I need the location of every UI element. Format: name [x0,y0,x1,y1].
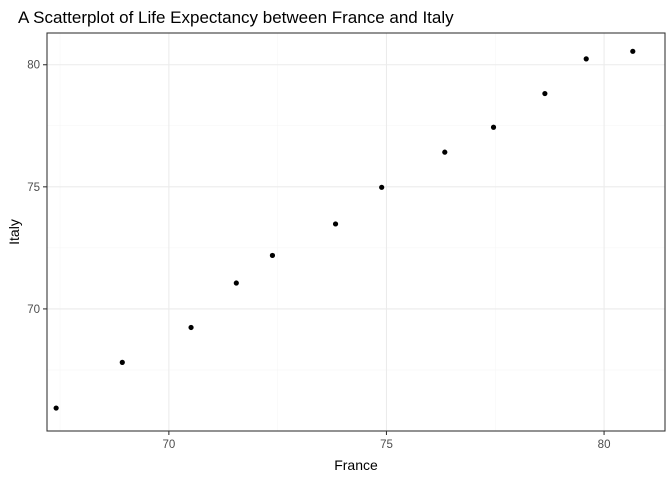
data-point [332,221,339,227]
data-point [583,56,589,62]
minor-gridlines [47,33,665,431]
x-axis-title: France [334,457,378,473]
data-point [490,124,497,130]
data-point [442,149,448,155]
x-tick-label: 80 [598,439,611,451]
data-point [379,184,385,190]
y-tick-label: 80 [27,60,40,72]
x-tick-label: 70 [162,439,175,451]
panel-border [46,32,666,432]
y-axis-ticks: 70 75 80 [27,60,47,316]
data-point [119,359,125,365]
data-point [188,324,194,331]
data-points [53,48,636,411]
chart-title: A Scatterplot of Life Expectancy between… [18,8,454,27]
data-point [233,280,239,286]
data-point [53,405,59,411]
data-point [542,90,548,97]
y-tick-label: 70 [27,304,40,316]
x-tick-label: 75 [380,439,393,451]
y-axis-title: Italy [6,219,22,245]
major-gridlines [47,33,665,431]
x-axis-ticks: 70 75 80 [162,431,610,451]
data-point [630,48,636,54]
y-tick-label: 75 [27,182,40,194]
data-point [269,252,276,259]
